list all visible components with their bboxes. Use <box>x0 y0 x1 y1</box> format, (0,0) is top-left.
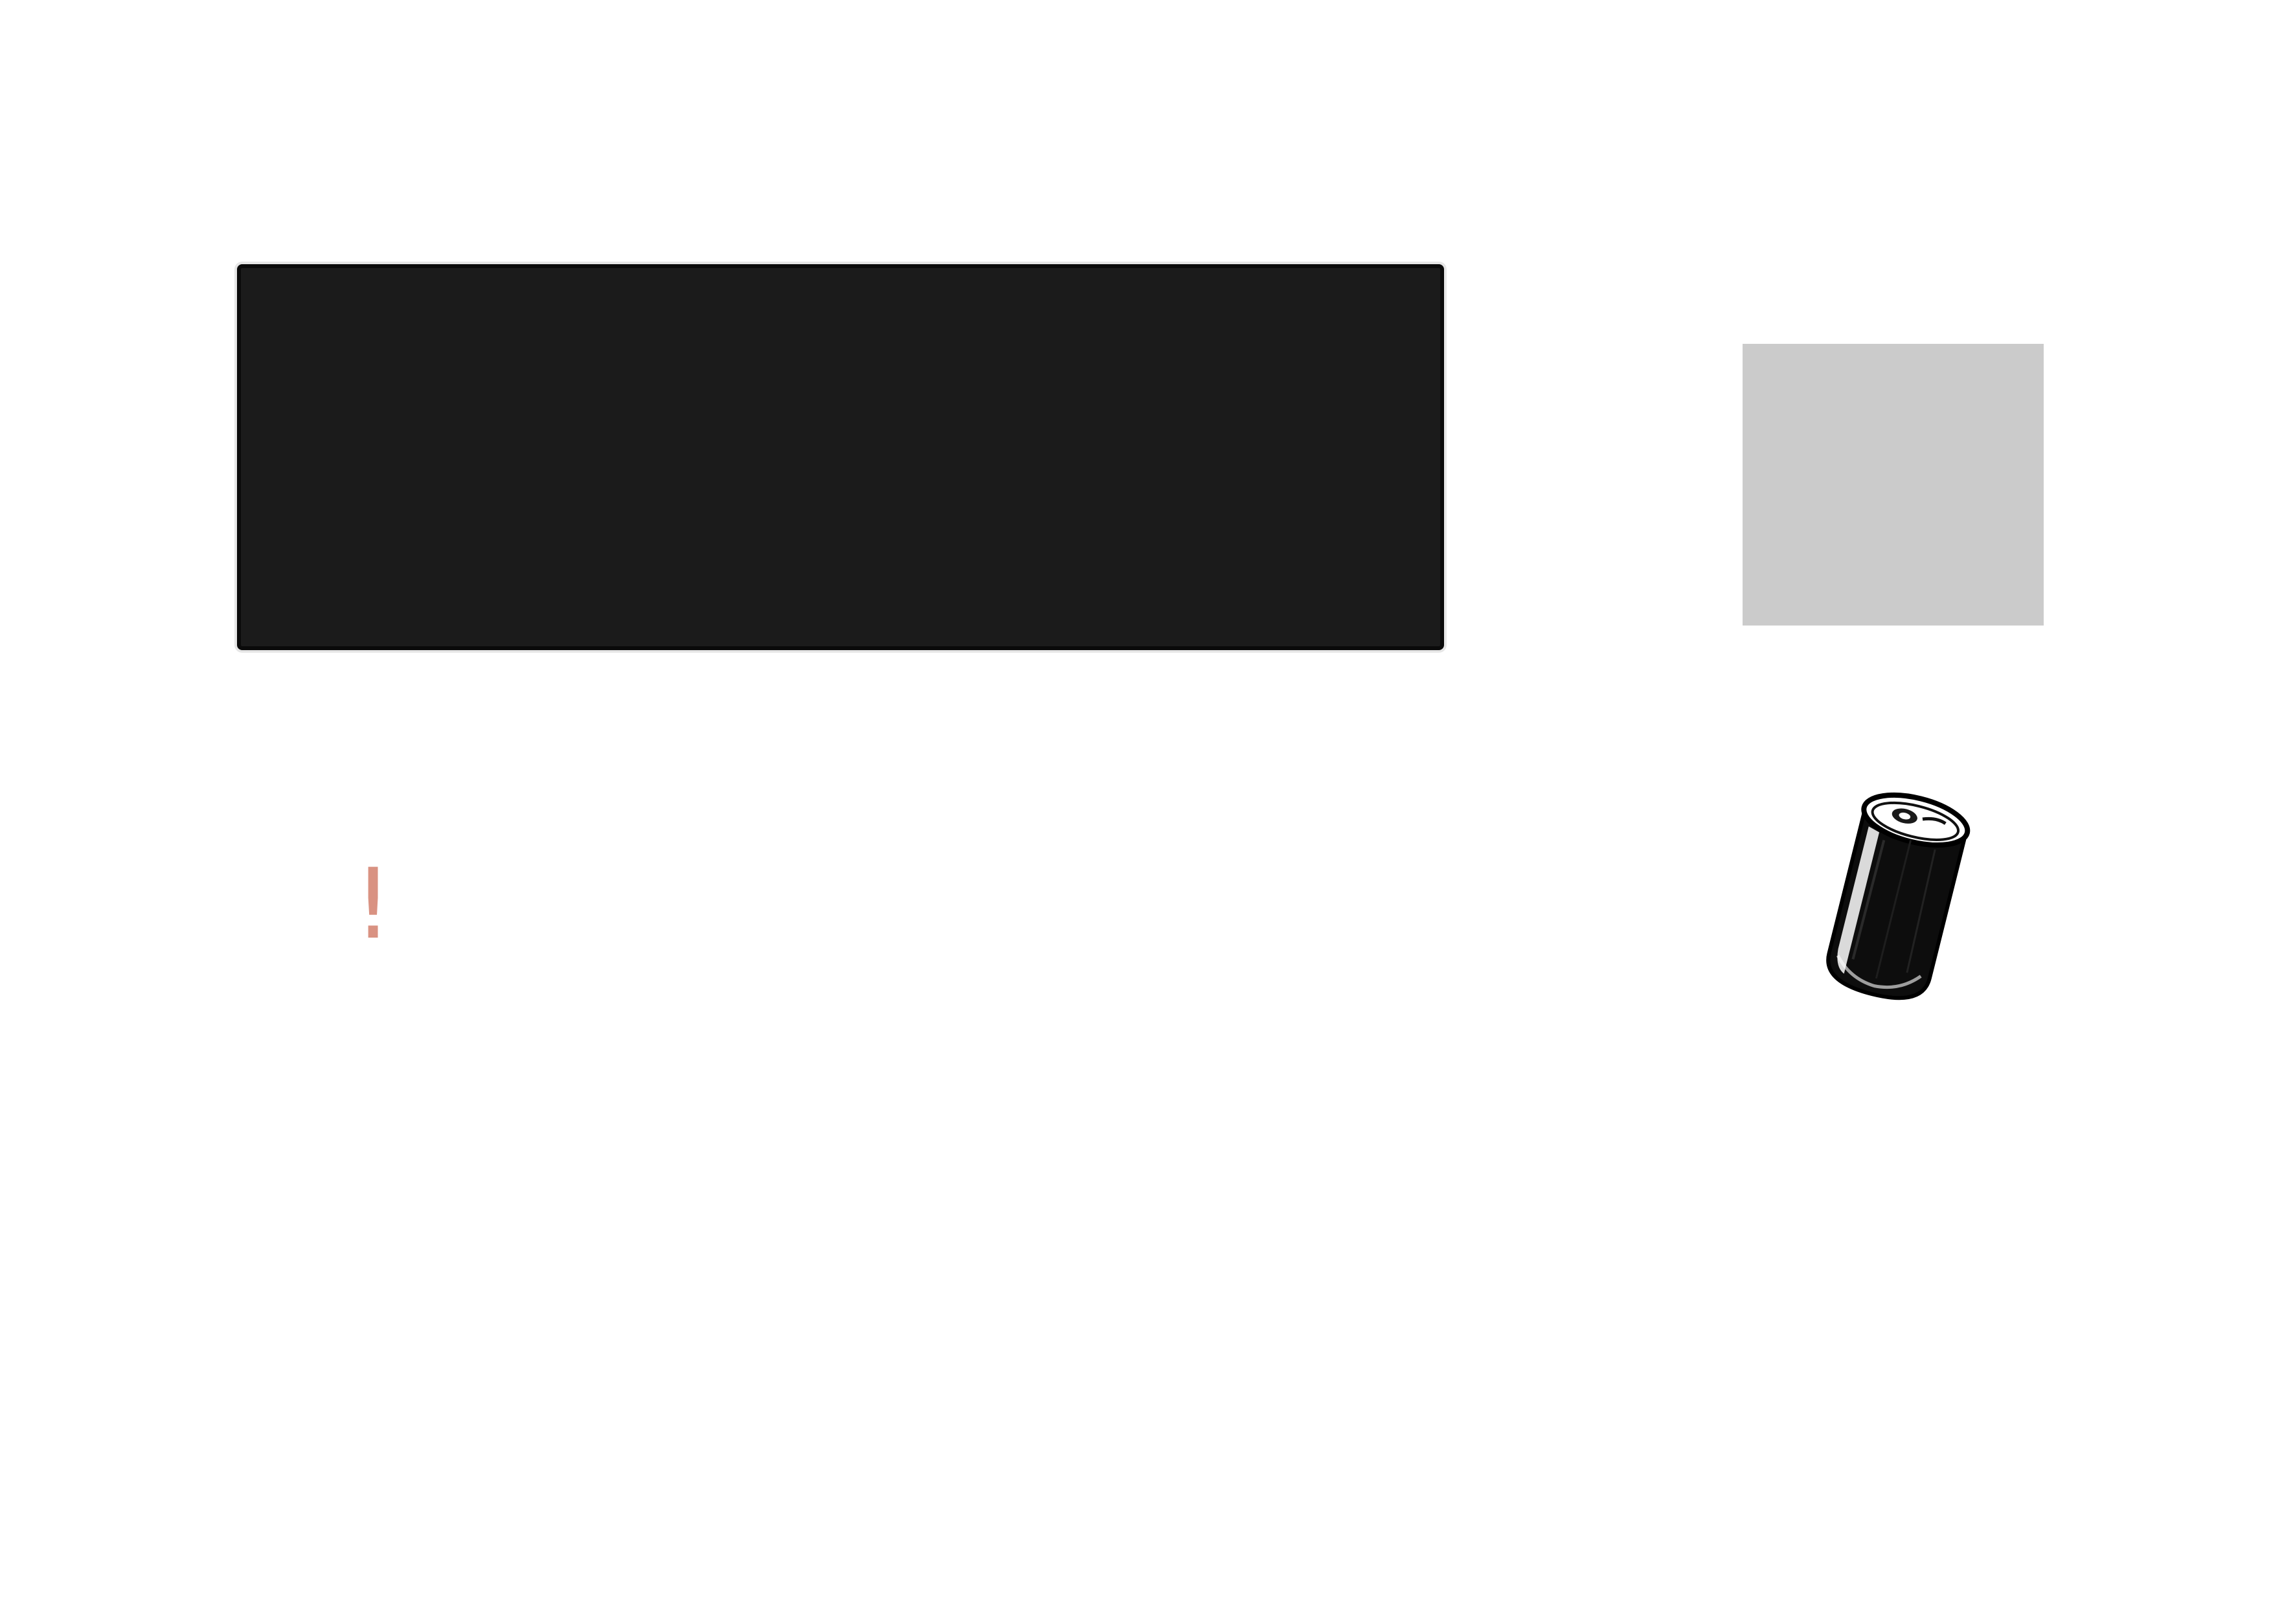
can-highlight <box>1837 826 1880 974</box>
drink-can-icon <box>1826 792 1971 1000</box>
dark-panel <box>237 264 1444 650</box>
image-placeholder <box>1743 344 2044 626</box>
exclamation-mark: ! <box>354 848 393 961</box>
